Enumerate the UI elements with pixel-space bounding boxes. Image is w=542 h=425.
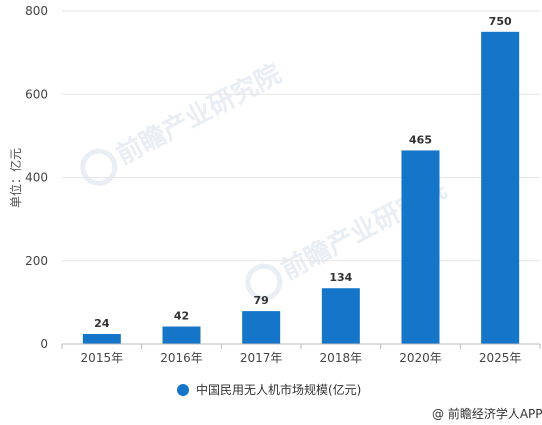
legend-label: 中国民用无人机市场规模(亿元)	[196, 382, 361, 397]
bar	[481, 31, 520, 344]
bar	[162, 326, 201, 344]
bar	[401, 150, 440, 344]
data-label: 24	[94, 317, 110, 330]
x-axis-ticks: 2015年 2016年 2017年 2018年 2020年 2025年	[61, 344, 541, 365]
x-tick-label: 2018年	[320, 351, 363, 365]
y-tick-label: 400	[25, 171, 48, 185]
data-label: 134	[329, 271, 352, 284]
y-tick-label: 0	[40, 337, 48, 351]
source-label: @ 前瞻经济学人APP	[432, 406, 542, 421]
data-label: 750	[489, 15, 512, 28]
data-labels-group: 24 42 79 134 465 750	[94, 15, 512, 330]
x-tick-label: 2015年	[81, 351, 124, 365]
y-axis-title: 单位：亿元	[8, 148, 23, 208]
x-tick-label: 2020年	[399, 351, 442, 365]
x-tick-label: 2017年	[240, 351, 283, 365]
bar	[242, 311, 281, 344]
y-tick-label: 800	[25, 4, 48, 18]
y-tick-label: 600	[25, 87, 48, 101]
data-label: 42	[174, 310, 189, 323]
legend-marker	[177, 384, 189, 396]
y-tick-label: 200	[25, 254, 48, 268]
svg-text:前瞻产业研究院: 前瞻产业研究院	[111, 58, 286, 171]
bar	[82, 334, 121, 344]
bars-group	[82, 31, 520, 344]
x-tick-label: 2016年	[160, 351, 203, 365]
y-axis-ticks: 0 200 400 600 800	[25, 4, 48, 351]
bar	[321, 288, 360, 344]
gridlines	[62, 10, 540, 262]
data-label: 79	[254, 294, 269, 307]
x-tick-label: 2025年	[479, 351, 522, 365]
watermark: 前瞻产业研究院	[80, 58, 286, 186]
data-label: 465	[409, 133, 432, 146]
